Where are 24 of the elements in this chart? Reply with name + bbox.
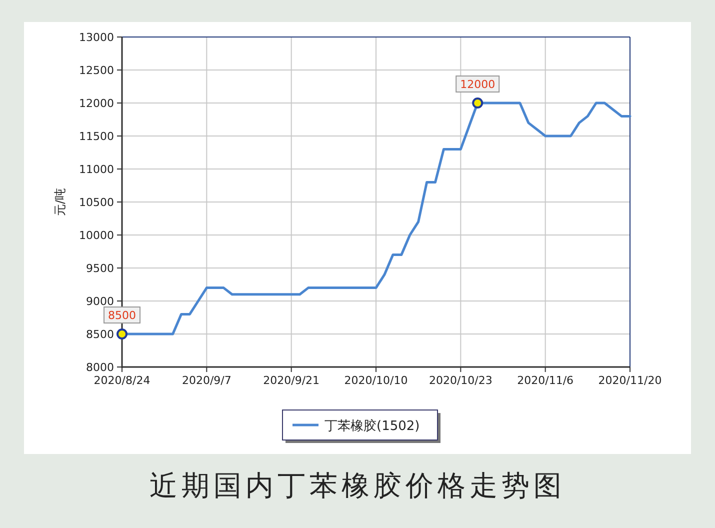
data-label: 8500 [108, 309, 136, 322]
y-tick-label: 10500 [79, 196, 114, 209]
x-tick-label: 2020/8/24 [94, 374, 150, 387]
y-tick-label: 9500 [86, 262, 114, 275]
x-tick-label: 2020/10/23 [428, 374, 492, 387]
data-label: 12000 [460, 78, 496, 91]
y-tick-label: 11000 [79, 163, 114, 176]
text: 近期国内丁苯橡胶价格走势图 [150, 469, 566, 502]
y-tick-label: 10000 [79, 229, 114, 242]
x-tick-label: 2020/10/10 [344, 374, 408, 387]
legend: 丁苯橡胶(1502) [282, 410, 440, 443]
y-tick-label: 12000 [79, 97, 114, 110]
x-tick-label: 2020/9/7 [182, 374, 232, 387]
y-tick-label: 9000 [86, 295, 114, 308]
legend-label: 丁苯橡胶(1502) [324, 419, 420, 434]
y-tick-label: 8500 [86, 328, 114, 341]
y-tick-label: 12500 [79, 64, 114, 77]
y-tick-label: 11500 [79, 130, 114, 143]
x-tick-label: 2020/11/6 [517, 374, 574, 387]
y-tick-label: 13000 [79, 31, 114, 44]
x-tick-label: 2020/9/21 [263, 374, 320, 387]
y-tick-label: 8000 [86, 361, 114, 374]
x-tick-label: 2020/11/20 [598, 374, 662, 387]
y-axis-title: 元/吨 [53, 188, 67, 216]
